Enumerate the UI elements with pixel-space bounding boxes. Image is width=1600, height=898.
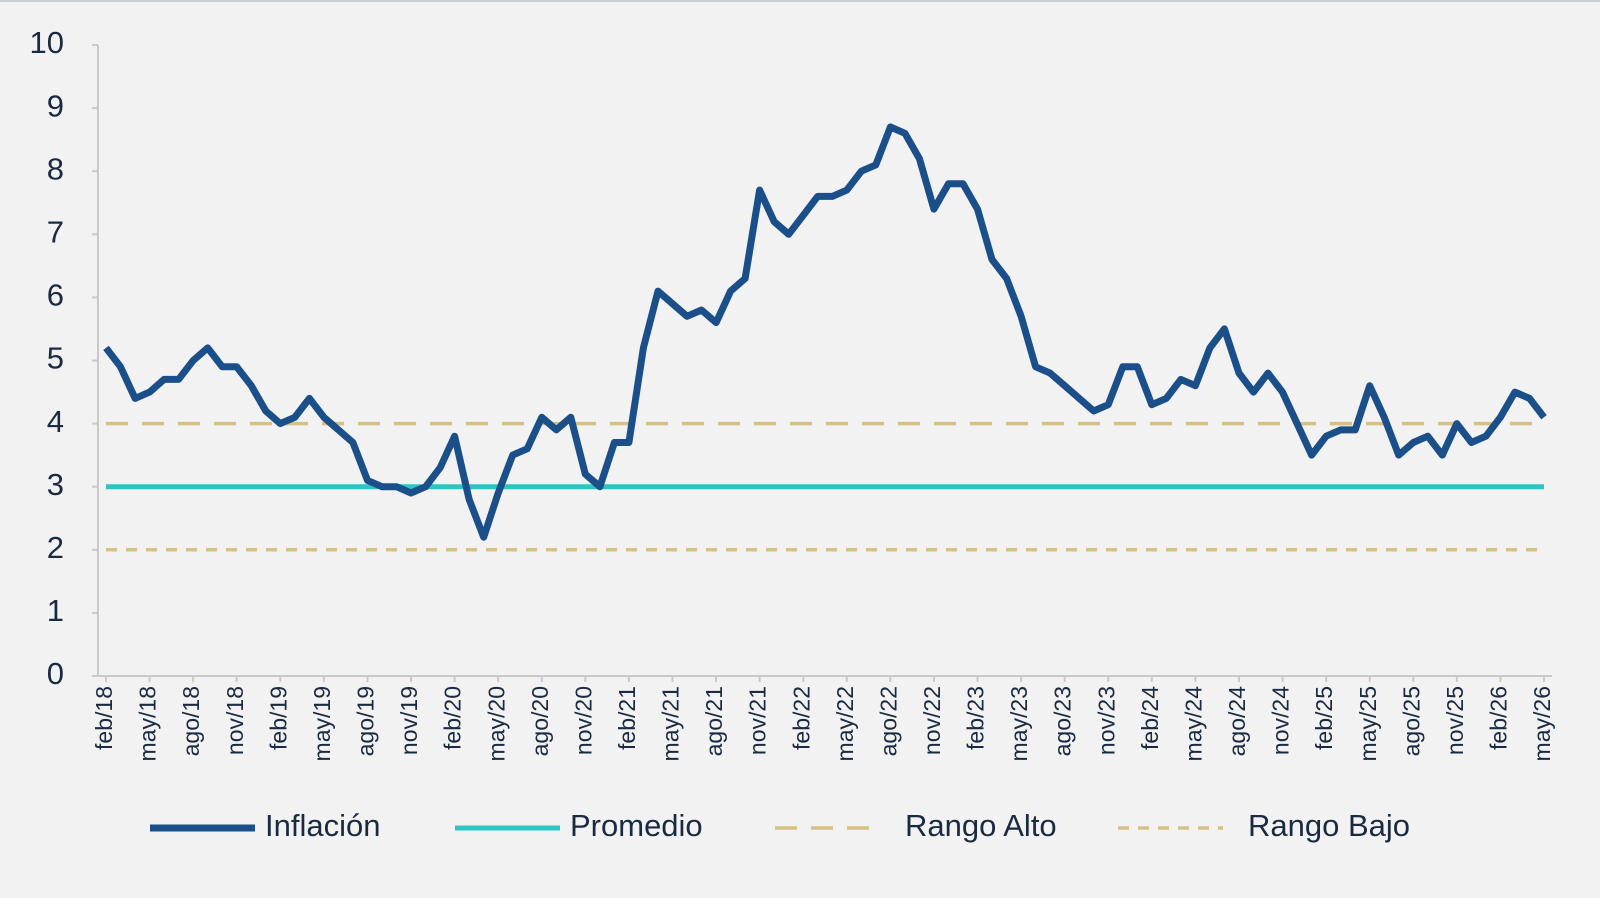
x-tick-label: feb/23 xyxy=(963,686,989,750)
x-tick-label: may/25 xyxy=(1355,686,1381,761)
x-tick-label: feb/26 xyxy=(1486,686,1512,750)
x-tick-label: may/24 xyxy=(1180,686,1206,762)
x-tick-label: feb/22 xyxy=(788,686,814,750)
y-tick-label: 0 xyxy=(47,656,64,691)
y-tick-label: 10 xyxy=(30,25,64,60)
x-tick-label: ago/18 xyxy=(178,686,204,756)
x-tick-label: feb/25 xyxy=(1311,686,1337,750)
x-tick-label: ago/20 xyxy=(527,686,553,756)
y-tick-label: 7 xyxy=(47,214,64,249)
y-tick-label: 2 xyxy=(47,530,64,565)
x-tick-label: may/19 xyxy=(309,686,335,761)
x-tick-label: feb/24 xyxy=(1137,686,1163,750)
x-tick-label: nov/22 xyxy=(919,686,945,755)
x-tick-label: may/20 xyxy=(483,686,509,761)
y-tick-label: 9 xyxy=(47,88,64,123)
x-tick-label: ago/19 xyxy=(353,686,379,756)
x-tick-label: feb/19 xyxy=(265,686,291,750)
legend-label: Rango Bajo xyxy=(1248,808,1410,843)
x-tick-label: nov/20 xyxy=(570,686,596,755)
x-tick-label: feb/21 xyxy=(614,686,640,750)
x-tick-label: ago/24 xyxy=(1224,686,1250,757)
x-tick-label: nov/23 xyxy=(1093,686,1119,755)
x-tick-label: feb/18 xyxy=(91,686,117,750)
x-tick-label: nov/19 xyxy=(396,686,422,755)
x-tick-label: nov/18 xyxy=(222,686,248,755)
x-tick-label: feb/20 xyxy=(440,686,466,750)
y-tick-label: 4 xyxy=(47,404,64,439)
x-tick-label: nov/21 xyxy=(745,686,771,755)
legend-label: Rango Alto xyxy=(905,808,1057,843)
x-tick-label: may/26 xyxy=(1529,686,1555,761)
x-tick-label: ago/21 xyxy=(701,686,727,756)
x-tick-label: may/23 xyxy=(1006,686,1032,761)
x-tick-label: may/21 xyxy=(658,686,684,761)
x-tick-label: may/22 xyxy=(832,686,858,761)
x-tick-label: may/18 xyxy=(135,686,161,761)
y-tick-label: 1 xyxy=(47,593,64,628)
y-tick-label: 3 xyxy=(47,467,64,502)
x-tick-label: nov/24 xyxy=(1268,686,1294,755)
x-tick-label: ago/22 xyxy=(875,686,901,756)
y-tick-label: 8 xyxy=(47,151,64,186)
x-tick-label: ago/23 xyxy=(1050,686,1076,756)
legend-label: Promedio xyxy=(570,808,703,843)
y-tick-label: 6 xyxy=(47,278,64,313)
legend-label: Inflación xyxy=(265,808,380,843)
x-tick-label: nov/25 xyxy=(1442,686,1468,755)
x-tick-label: ago/25 xyxy=(1398,686,1424,756)
series-line xyxy=(103,123,1547,541)
y-tick-label: 5 xyxy=(47,341,64,376)
